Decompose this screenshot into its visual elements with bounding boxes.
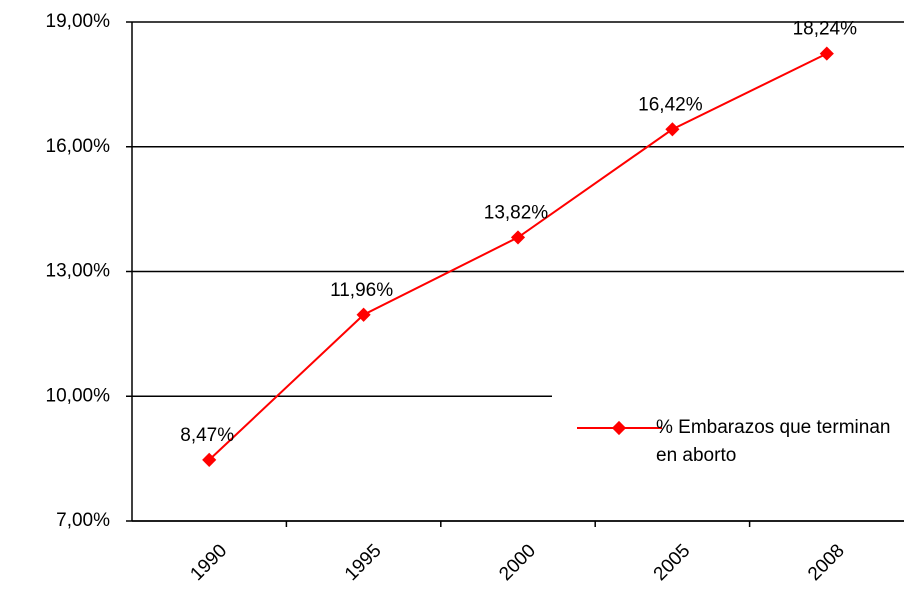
x-tick-label: 2008: [804, 540, 849, 585]
x-tick-label: 2000: [495, 540, 540, 585]
data-label: 8,47%: [180, 425, 234, 446]
legend-symbol: [577, 420, 662, 436]
data-label: 18,24%: [793, 19, 858, 40]
y-tick-label: 7,00%: [56, 510, 110, 531]
legend-marker: [611, 420, 627, 436]
data-label: 11,96%: [330, 280, 393, 301]
legend-label: % Embarazos que terminan en aborto: [656, 417, 891, 466]
y-tick-label: 16,00%: [46, 136, 111, 157]
point: [202, 452, 217, 467]
point: [819, 46, 834, 61]
x-tick-label: 2005: [650, 540, 695, 585]
y-tick-label: 10,00%: [46, 385, 111, 406]
y-tick-label: 13,00%: [46, 261, 111, 282]
y-tick-label: 19,00%: [46, 11, 111, 32]
point: [356, 307, 371, 322]
point: [665, 122, 680, 137]
x-tick-label: 1990: [186, 540, 231, 585]
point: [510, 230, 526, 245]
data-label: 16,42%: [638, 94, 703, 115]
data-label: 13,82%: [484, 202, 549, 223]
legend: % Embarazos que terminan en aborto: [552, 392, 904, 500]
x-tick-label: 1995: [341, 540, 386, 585]
